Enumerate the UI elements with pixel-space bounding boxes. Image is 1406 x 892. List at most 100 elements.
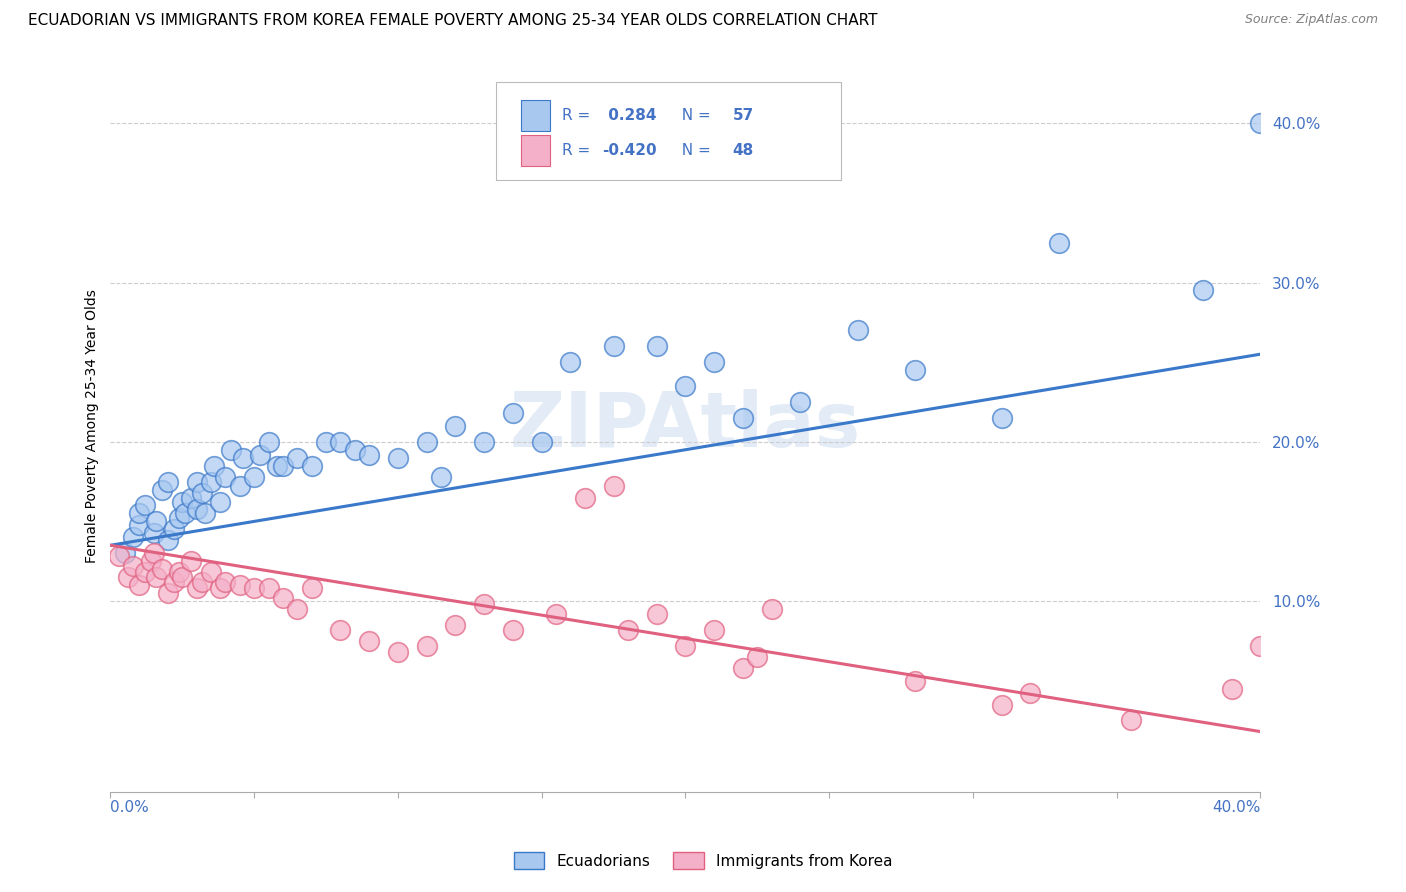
- Point: [186, 501, 208, 516]
- Point: [731, 410, 754, 425]
- Point: [229, 479, 252, 493]
- Point: [128, 517, 150, 532]
- Point: [904, 363, 927, 377]
- Point: [990, 698, 1012, 712]
- Point: [156, 586, 179, 600]
- Point: [214, 470, 236, 484]
- Point: [145, 570, 167, 584]
- Point: [232, 450, 254, 465]
- Point: [186, 475, 208, 489]
- Point: [747, 649, 769, 664]
- Point: [134, 566, 156, 580]
- Point: [191, 485, 214, 500]
- Point: [108, 549, 131, 564]
- Point: [430, 470, 453, 484]
- Text: 57: 57: [733, 108, 754, 123]
- FancyBboxPatch shape: [522, 135, 550, 166]
- Point: [1047, 235, 1070, 250]
- Point: [172, 570, 194, 584]
- Point: [229, 578, 252, 592]
- Point: [243, 470, 266, 484]
- Point: [990, 410, 1012, 425]
- Point: [122, 530, 145, 544]
- Point: [139, 554, 162, 568]
- Point: [530, 434, 553, 449]
- Point: [1220, 681, 1243, 696]
- Text: 48: 48: [733, 143, 754, 158]
- Text: ZIPAtlas: ZIPAtlas: [510, 389, 860, 463]
- Point: [359, 633, 381, 648]
- Text: N =: N =: [672, 143, 716, 158]
- Point: [645, 607, 668, 621]
- Point: [208, 495, 231, 509]
- Point: [128, 507, 150, 521]
- Point: [134, 499, 156, 513]
- Point: [846, 323, 869, 337]
- Text: Source: ZipAtlas.com: Source: ZipAtlas.com: [1244, 13, 1378, 27]
- Point: [731, 661, 754, 675]
- Text: 0.0%: 0.0%: [111, 800, 149, 815]
- Point: [208, 581, 231, 595]
- Point: [617, 623, 640, 637]
- Point: [329, 623, 352, 637]
- Point: [359, 448, 381, 462]
- Text: ECUADORIAN VS IMMIGRANTS FROM KOREA FEMALE POVERTY AMONG 25-34 YEAR OLDS CORRELA: ECUADORIAN VS IMMIGRANTS FROM KOREA FEMA…: [28, 13, 877, 29]
- Point: [415, 639, 437, 653]
- Point: [1119, 714, 1142, 728]
- Point: [315, 434, 337, 449]
- Point: [904, 673, 927, 688]
- Point: [301, 581, 323, 595]
- Point: [172, 495, 194, 509]
- Point: [200, 566, 222, 580]
- Point: [444, 418, 467, 433]
- Point: [114, 546, 136, 560]
- Point: [202, 458, 225, 473]
- Point: [1249, 116, 1271, 130]
- Point: [1192, 284, 1215, 298]
- Point: [673, 639, 696, 653]
- Point: [271, 591, 294, 605]
- Point: [257, 434, 280, 449]
- Text: 0.284: 0.284: [603, 108, 657, 123]
- Point: [387, 645, 409, 659]
- Point: [472, 597, 495, 611]
- Point: [602, 479, 624, 493]
- Point: [142, 546, 165, 560]
- Point: [191, 574, 214, 589]
- FancyBboxPatch shape: [522, 100, 550, 130]
- Point: [645, 339, 668, 353]
- Point: [163, 522, 186, 536]
- Point: [257, 581, 280, 595]
- Point: [271, 458, 294, 473]
- Point: [761, 602, 783, 616]
- Text: 40.0%: 40.0%: [1212, 800, 1260, 815]
- Point: [194, 507, 217, 521]
- Point: [1019, 686, 1042, 700]
- Point: [1249, 639, 1271, 653]
- Point: [180, 554, 202, 568]
- Point: [169, 511, 191, 525]
- Point: [219, 442, 242, 457]
- Point: [243, 581, 266, 595]
- Point: [285, 450, 308, 465]
- Point: [142, 525, 165, 540]
- Point: [169, 566, 191, 580]
- Point: [472, 434, 495, 449]
- Point: [673, 379, 696, 393]
- Point: [703, 355, 725, 369]
- Point: [789, 395, 811, 409]
- Point: [502, 406, 524, 420]
- Point: [285, 602, 308, 616]
- Text: R =: R =: [562, 108, 596, 123]
- Point: [602, 339, 624, 353]
- Point: [150, 562, 173, 576]
- Point: [703, 623, 725, 637]
- Legend: Ecuadorians, Immigrants from Korea: Ecuadorians, Immigrants from Korea: [508, 846, 898, 875]
- Point: [128, 578, 150, 592]
- Point: [266, 458, 288, 473]
- Point: [117, 570, 139, 584]
- Point: [163, 574, 186, 589]
- Point: [560, 355, 582, 369]
- Point: [574, 491, 596, 505]
- Text: -0.420: -0.420: [603, 143, 657, 158]
